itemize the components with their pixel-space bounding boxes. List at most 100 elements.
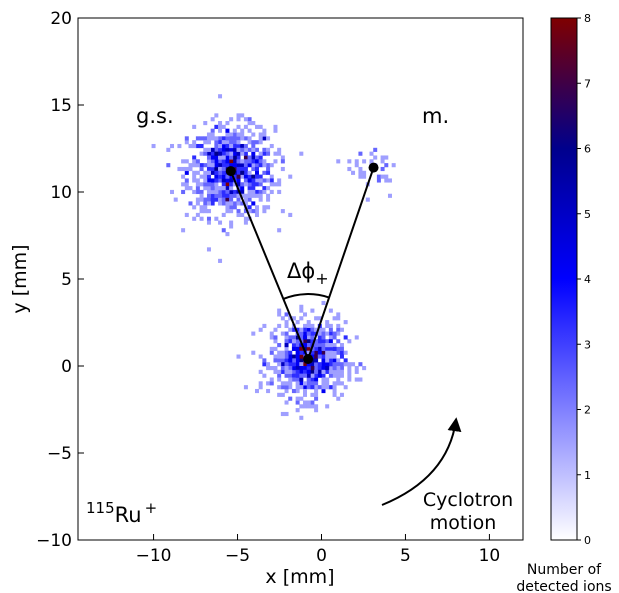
- heatmap-cell: [166, 163, 171, 168]
- heatmap-cell: [243, 147, 248, 152]
- heatmap-cell: [229, 186, 234, 191]
- x-tick-label: 0: [316, 546, 327, 566]
- heatmap-cell: [336, 381, 341, 386]
- heatmap-cell: [299, 415, 304, 420]
- heatmap-cell: [221, 197, 226, 202]
- heatmap-cell: [299, 396, 304, 401]
- heatmap-cell: [332, 358, 337, 363]
- heatmap-cell: [354, 159, 359, 164]
- heatmap-cell: [347, 369, 352, 374]
- heatmap-cell: [306, 369, 311, 374]
- heatmap-cell: [199, 182, 204, 187]
- heatmap-cell: [262, 136, 267, 141]
- heatmap-cell: [325, 331, 330, 336]
- heatmap-cell: [291, 358, 296, 363]
- heatmap-cell: [188, 201, 193, 206]
- heatmap-cell: [273, 128, 278, 133]
- heatmap-cell: [240, 166, 245, 172]
- heatmap-cell: [199, 209, 204, 214]
- heatmap-cell: [195, 136, 200, 141]
- heatmap-cell: [306, 350, 311, 355]
- heatmap-cell: [306, 404, 311, 409]
- heatmap-cell: [206, 132, 211, 137]
- heatmap-cell: [266, 193, 271, 198]
- heatmap-cell: [203, 178, 208, 183]
- heatmap-cell: [343, 350, 348, 355]
- heatmap-cell: [306, 366, 311, 371]
- heatmap-cell: [206, 209, 211, 214]
- heatmap-cell: [195, 197, 200, 202]
- heatmap-cell: [358, 170, 363, 175]
- heatmap-cell: [336, 377, 341, 382]
- heatmap-cell: [288, 358, 293, 363]
- heatmap-cell: [339, 366, 344, 371]
- heatmap-cell: [254, 147, 259, 152]
- heatmap-cell: [310, 339, 315, 344]
- heatmap-cell: [210, 182, 215, 187]
- heatmap-cell: [321, 366, 326, 371]
- heatmap-cell: [314, 316, 319, 321]
- heatmap-cell: [218, 197, 223, 202]
- heatmap-cell: [277, 189, 282, 195]
- heatmap-cell: [236, 209, 241, 214]
- heatmap-cell: [184, 140, 189, 145]
- heatmap-cell: [247, 155, 252, 160]
- heatmap-cell: [240, 113, 245, 118]
- heatmap-cell: [269, 346, 274, 351]
- heatmap-cell: [225, 232, 230, 237]
- heatmap-cell: [181, 174, 186, 179]
- heatmap-cell: [277, 385, 282, 390]
- heatmap-cell: [284, 369, 289, 374]
- heatmap-cell: [254, 159, 259, 164]
- heatmap-cell: [332, 373, 337, 378]
- heatmap-cell: [210, 151, 215, 156]
- heatmap-cell: [317, 362, 322, 367]
- heatmap-cell: [332, 346, 337, 351]
- heatmap-cell: [243, 155, 248, 160]
- heatmap-cell: [258, 151, 263, 156]
- heatmap-cell: [277, 178, 282, 183]
- heatmap-cell: [266, 170, 271, 175]
- heatmap-cell: [225, 197, 230, 202]
- heatmap-cell: [184, 170, 189, 175]
- heatmap-cell: [295, 385, 300, 390]
- heatmap-cell: [314, 343, 319, 348]
- heatmap-cell: [229, 224, 234, 229]
- heatmap-cell: [221, 189, 226, 195]
- heatmap-cell: [206, 174, 211, 179]
- heatmap-cell: [284, 331, 289, 336]
- heatmap-cell: [314, 327, 319, 332]
- heatmap-cell: [291, 316, 296, 321]
- heatmap-cell: [328, 358, 333, 363]
- heatmap-cell: [280, 411, 285, 417]
- heatmap-cell: [206, 166, 211, 172]
- heatmap-cell: [254, 189, 259, 195]
- heatmap-cell: [303, 400, 308, 405]
- heatmap-cell: [387, 178, 392, 183]
- heatmap-cell: [303, 392, 308, 397]
- heatmap-cell: [288, 350, 293, 355]
- heatmap-cell: [214, 124, 219, 129]
- heatmap-cell: [321, 331, 326, 336]
- heatmap-cell: [354, 163, 359, 168]
- heatmap-cell: [339, 381, 344, 386]
- heatmap-cell: [336, 369, 341, 374]
- heatmap-cell: [199, 205, 204, 210]
- heatmap-cell: [266, 166, 271, 172]
- heatmap-cell: [236, 193, 241, 198]
- heatmap-cell: [236, 354, 241, 359]
- heatmap-cell: [218, 220, 223, 225]
- heatmap-cell: [314, 377, 319, 382]
- heatmap-cell: [384, 155, 389, 160]
- heatmap-cell: [284, 312, 289, 317]
- heatmap-cell: [303, 366, 308, 371]
- heatmap-cell: [332, 392, 337, 397]
- heatmap-cell: [214, 174, 219, 179]
- heatmap-cell: [232, 189, 237, 195]
- heatmap-cell: [321, 377, 326, 382]
- heatmap-cell: [288, 377, 293, 382]
- heatmap-cell: [184, 159, 189, 164]
- heatmap-cell: [317, 335, 322, 340]
- heatmap-cell: [347, 366, 352, 371]
- heatmap-cell: [229, 143, 234, 149]
